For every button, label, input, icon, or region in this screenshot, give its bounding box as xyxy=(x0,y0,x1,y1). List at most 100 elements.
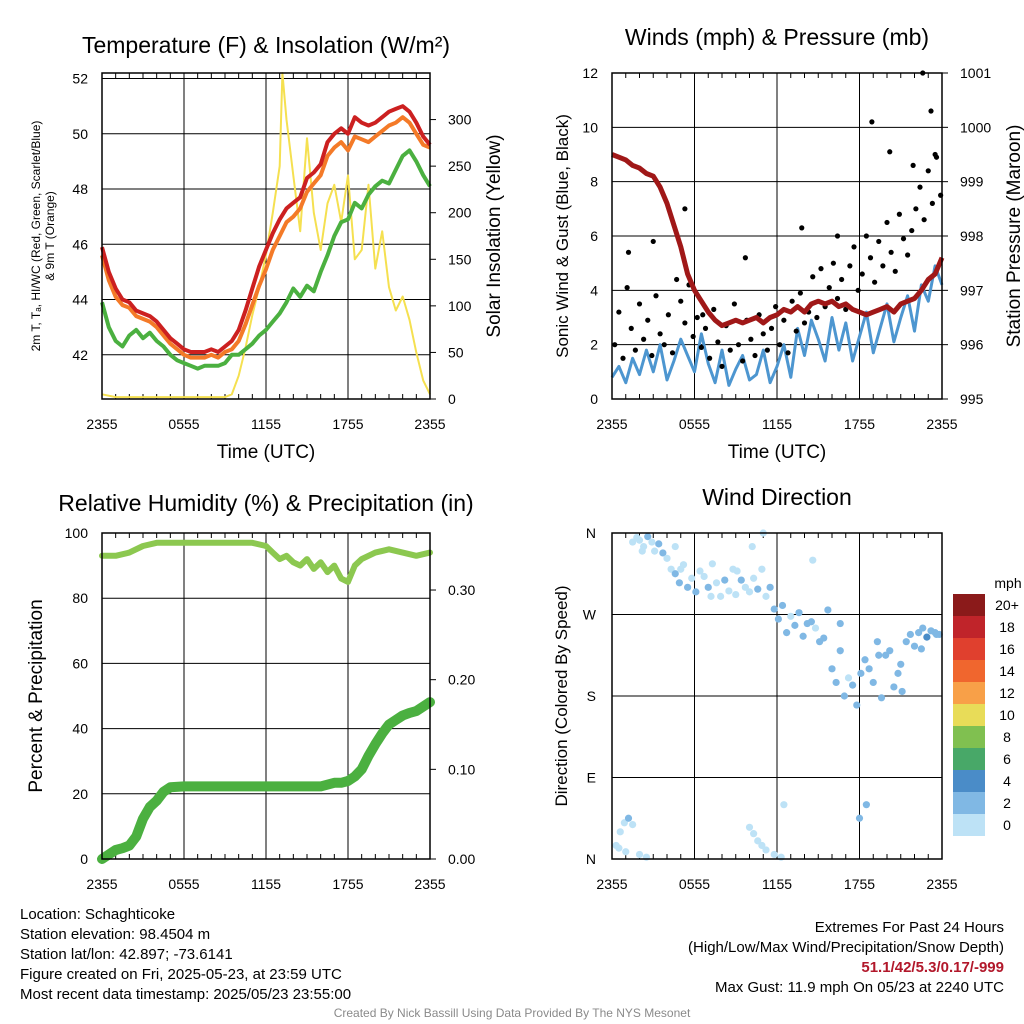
wind-direction-point xyxy=(869,678,877,687)
wind-direction-frame: 2355 0555 1155 1755 2355 xyxy=(596,533,958,892)
gust-point xyxy=(869,119,875,125)
gust-point xyxy=(900,236,907,242)
wind-direction-point xyxy=(809,556,817,564)
wind-direction-point xyxy=(897,660,905,668)
gust-point xyxy=(700,312,706,318)
gust-point xyxy=(888,249,894,255)
wind-direction-point xyxy=(692,588,700,596)
gust-point xyxy=(892,268,898,274)
winds-x-tick-label: 1155 xyxy=(762,416,792,432)
wind-direction-point xyxy=(923,633,931,641)
gust-point xyxy=(740,358,746,364)
gust-point xyxy=(742,255,748,261)
wind-direction-point xyxy=(840,692,848,700)
wind-direction-point xyxy=(894,669,902,677)
temperature-y-tick-label: 52 xyxy=(72,71,88,87)
gust-point xyxy=(711,306,717,312)
wind-direction-x-tick-label: 2355 xyxy=(926,876,957,892)
wind-direction-y-tick-label: W xyxy=(583,607,597,623)
gust-point xyxy=(859,271,865,277)
humidity-x-tick-label: 2355 xyxy=(414,876,445,892)
gust-point xyxy=(932,151,938,158)
speed-legend-swatch xyxy=(953,660,985,682)
wind-direction-point xyxy=(865,665,873,673)
winds-y-axis-label: Sonic Wind & Gust (Blue, Black) xyxy=(553,114,572,358)
wind-direction-point xyxy=(704,583,712,591)
speed-legend-swatch xyxy=(953,638,985,660)
wind-direction-point xyxy=(783,629,791,637)
winds-y2-tick-label: 1001 xyxy=(960,65,991,81)
wind-direction-point xyxy=(700,572,708,581)
speed-legend-label: 4 xyxy=(1003,773,1011,789)
gust-point xyxy=(917,184,923,190)
humidity-x-tick-label: 2355 xyxy=(86,876,117,892)
gust-point xyxy=(628,325,634,331)
wind-direction-point xyxy=(828,665,836,673)
wind-direction-point xyxy=(853,701,861,709)
gust-point xyxy=(789,298,795,304)
wind-direction-point xyxy=(638,547,646,555)
gust-point xyxy=(867,255,874,261)
gust-point xyxy=(727,347,733,353)
speed-legend-swatch xyxy=(953,682,985,704)
max-gust-text: Max Gust: 11.9 mph On 05/23 at 2240 UTC xyxy=(714,979,1004,996)
series-2m-td xyxy=(100,148,432,371)
wind-direction-point xyxy=(862,801,870,809)
gust-point xyxy=(698,344,704,350)
winds-y2-tick-label: 996 xyxy=(960,337,984,353)
humidity-x-tick-label: 1755 xyxy=(332,876,363,892)
gust-point xyxy=(620,355,626,361)
extremes-box: Extremes For Past 24 Hours (High/Low/Max… xyxy=(688,918,1004,998)
gust-point xyxy=(909,227,915,234)
gust-point xyxy=(921,217,927,223)
gust-point xyxy=(884,219,890,226)
created-text: Figure created on Fri, 2025-05-23, at 23… xyxy=(20,966,342,983)
gust-point xyxy=(830,260,836,266)
speed-legend-label: 8 xyxy=(1003,729,1011,745)
gust-point xyxy=(649,352,655,359)
winds-y2-tick-label: 998 xyxy=(960,228,984,244)
winds-x-tick-label: 2355 xyxy=(926,416,957,432)
series-precipitation xyxy=(97,697,435,864)
gust-point xyxy=(839,276,845,283)
wind-direction-point xyxy=(855,814,864,822)
gust-point xyxy=(913,206,919,212)
wind-direction-point xyxy=(616,828,624,836)
temperature-y-tick-label: 50 xyxy=(72,126,88,142)
temperature-y-axis-label-1: 2m T, Tₐ, HI/WC (Red, Green, Scarlet/Blu… xyxy=(29,121,43,352)
temperature-y-axis-label-2: & 9m T (Orange) xyxy=(43,191,57,281)
gust-point xyxy=(624,285,630,291)
speed-legend-swatch xyxy=(953,616,985,638)
gust-point xyxy=(715,339,721,345)
series-9m-t xyxy=(100,115,431,360)
credit-text: Created By Nick Bassill Using Data Provi… xyxy=(333,1006,691,1020)
gust-point xyxy=(818,266,824,272)
gust-point xyxy=(752,352,758,359)
series-relative-humidity xyxy=(99,539,433,585)
temperature-title: Temperature (F) & Insolation (W/m²) xyxy=(82,32,450,58)
gust-point xyxy=(690,333,696,340)
wind-direction-point xyxy=(762,846,770,854)
gust-point xyxy=(632,347,638,353)
wind-direction-point xyxy=(737,576,745,584)
wind-direction-point xyxy=(832,678,840,687)
temperature-y-tick-label: 44 xyxy=(72,292,88,308)
speed-legend-swatch xyxy=(953,748,985,770)
gust-point xyxy=(616,309,622,315)
speed-legend-swatch xyxy=(953,770,985,792)
gust-point xyxy=(645,317,651,323)
gust-point xyxy=(905,252,911,258)
speed-legend-label: 12 xyxy=(999,685,1015,701)
temperature-y-tick-label: 42 xyxy=(72,347,88,363)
gust-point xyxy=(636,301,643,307)
wind-direction-point xyxy=(732,590,740,599)
gust-point xyxy=(669,350,676,356)
wind-direction-point xyxy=(910,642,919,650)
wind-direction-point xyxy=(663,554,671,562)
extremes-heading: Extremes For Past 24 Hours xyxy=(814,919,1004,936)
temperature-y2-tick-label: 0 xyxy=(448,391,456,407)
wind-direction-point xyxy=(655,540,663,548)
wind-direction-point xyxy=(902,638,910,646)
wind-direction-x-tick-label: 1755 xyxy=(844,876,875,892)
